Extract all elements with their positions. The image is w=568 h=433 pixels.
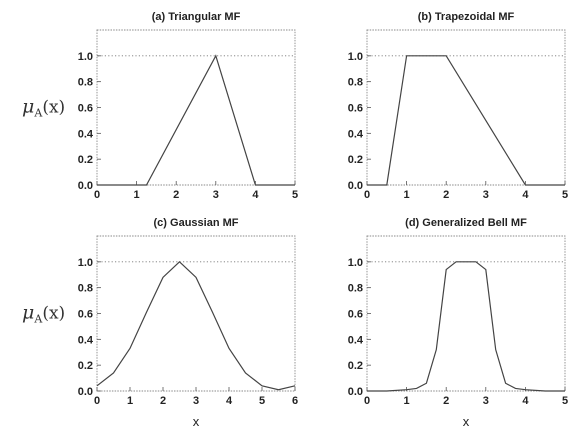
chart-1-xtick-label-3: 3 — [213, 189, 219, 201]
chart-3-ytick-label-2: 0.4 — [78, 334, 94, 346]
chart-3-title: (c) Gaussian MF — [154, 217, 239, 229]
chart-2-xtick-label-4: 4 — [522, 189, 529, 201]
chart-1-plot-frame — [96, 29, 296, 186]
chart-4-xtick-label-4: 4 — [522, 395, 529, 407]
chart-1-ytick-label-1: 0.2 — [78, 154, 93, 166]
chart-3-xtick-label-0: 0 — [94, 395, 100, 407]
chart-2-ytick-label-4: 0.8 — [348, 77, 363, 89]
chart-4-ytick-label-4: 0.8 — [348, 283, 363, 295]
chart-3-xtick-label-4: 4 — [226, 395, 233, 407]
chart-1-series-1-line — [97, 54, 295, 186]
chart-2-ytick-label-2: 0.4 — [348, 128, 364, 140]
chart-3-xtick-label-6: 6 — [292, 395, 298, 407]
chart-1-xtick-label-4: 4 — [252, 189, 259, 201]
chart-4-ytick-label-5: 1.0 — [348, 257, 363, 269]
chart-1-xtick-label-5: 5 — [292, 189, 298, 201]
chart-4-xtick-label-1: 1 — [404, 395, 410, 407]
chart-1-xtick-label-1: 1 — [134, 189, 140, 201]
chart-3-ytick-label-0: 0.0 — [78, 386, 93, 398]
chart-4-title: (d) Generalized Bell MF — [405, 217, 527, 229]
chart-2-ytick-label-1: 0.2 — [348, 154, 363, 166]
chart-4-xtick-label-2: 2 — [443, 395, 449, 407]
chart-4-ytick-label-0: 0.0 — [348, 386, 363, 398]
chart-3-xtick-label-5: 5 — [259, 395, 265, 407]
chart-3-xtick-label-1: 1 — [127, 395, 133, 407]
chart-1-ytick-label-5: 1.0 — [78, 51, 93, 63]
chart-1-ytick-label-3: 0.6 — [78, 103, 93, 115]
chart-1-y-axis-label: μA(x) — [22, 96, 65, 120]
chart-3-ytick-label-4: 0.8 — [78, 283, 93, 295]
chart-1-ytick-label-2: 0.4 — [78, 128, 94, 140]
chart-2-xtick-label-2: 2 — [443, 189, 449, 201]
chart-2-ytick-label-3: 0.6 — [348, 103, 363, 115]
chart-4-xtick-label-3: 3 — [483, 395, 489, 407]
chart-2-series-1-line — [367, 55, 565, 186]
chart-2-xtick-label-1: 1 — [404, 189, 410, 201]
chart-4-ytick-label-3: 0.6 — [348, 309, 363, 321]
chart-2-xtick-label-5: 5 — [562, 189, 568, 201]
chart-4-xtick-label-0: 0 — [364, 395, 370, 407]
chart-4-plot-frame — [366, 235, 566, 392]
chart-2-title: (b) Trapezoidal MF — [418, 11, 515, 23]
chart-3-series-1-line — [96, 261, 296, 391]
chart-3-ytick-label-3: 0.6 — [78, 309, 93, 321]
chart-3-y-axis-label: μA(x) — [22, 302, 65, 326]
chart-3-plot-frame — [96, 235, 296, 392]
chart-3-x-axis-label: x — [193, 414, 200, 429]
chart-1-title: (a) Triangular MF — [152, 11, 241, 23]
chart-1-xtick-label-0: 0 — [94, 189, 100, 201]
chart-3-xtick-label-3: 3 — [193, 395, 199, 407]
chart-1-ytick-label-0: 0.0 — [78, 180, 93, 192]
chart-4-series-1-line — [367, 261, 565, 392]
chart-2-xtick-label-0: 0 — [364, 189, 370, 201]
chart-4-x-axis-label: x — [463, 414, 470, 429]
chart-2-xtick-label-3: 3 — [483, 189, 489, 201]
chart-2-ytick-label-5: 1.0 — [348, 51, 363, 63]
chart-4-xtick-label-5: 5 — [562, 395, 568, 407]
chart-1-xtick-label-2: 2 — [173, 189, 179, 201]
chart-1-ytick-label-4: 0.8 — [78, 77, 93, 89]
chart-3-ytick-label-1: 0.2 — [78, 360, 93, 372]
chart-4-ytick-label-1: 0.2 — [348, 360, 363, 372]
chart-3-xtick-label-2: 2 — [160, 395, 166, 407]
chart-2-plot-frame — [366, 29, 566, 186]
chart-3-ytick-label-5: 1.0 — [78, 257, 93, 269]
chart-2-ytick-label-0: 0.0 — [348, 180, 363, 192]
chart-4-ytick-label-2: 0.4 — [348, 334, 364, 346]
